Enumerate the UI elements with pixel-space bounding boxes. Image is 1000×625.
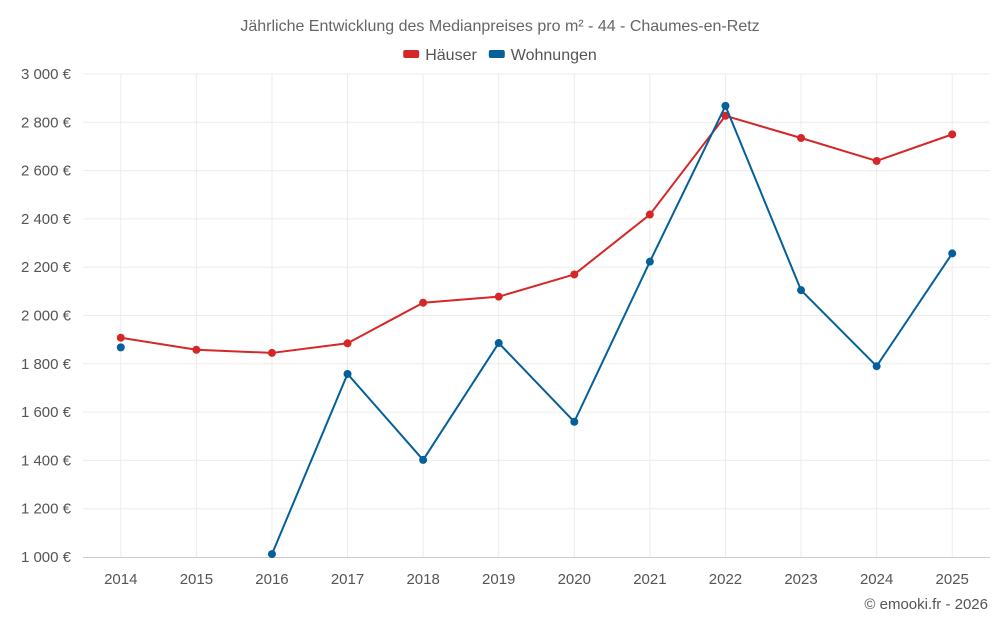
x-tick-label: 2018: [406, 571, 439, 588]
data-point[interactable]: [419, 455, 428, 464]
x-tick-label: 2016: [255, 571, 288, 588]
data-point[interactable]: [267, 550, 276, 559]
y-tick-label: 2 200 €: [21, 259, 72, 276]
series-häuser: [116, 111, 957, 357]
x-tick-label: 2021: [633, 571, 666, 588]
data-point[interactable]: [343, 339, 352, 348]
series-line: [120, 114, 953, 354]
data-point[interactable]: [721, 111, 730, 120]
y-tick-label: 2 600 €: [21, 163, 72, 180]
credit-text: © emooki.fr - 2026: [864, 596, 988, 613]
y-tick-label: 3 000 €: [21, 66, 72, 83]
y-tick-label: 1 800 €: [21, 356, 72, 373]
data-point[interactable]: [948, 130, 957, 139]
data-point[interactable]: [797, 286, 806, 295]
y-tick-label: 1 200 €: [21, 501, 72, 518]
data-point[interactable]: [116, 333, 125, 342]
data-point[interactable]: [494, 292, 503, 301]
data-point[interactable]: [872, 362, 881, 371]
data-point[interactable]: [192, 345, 201, 354]
x-tick-label: 2014: [104, 571, 137, 588]
x-tick-label: 2015: [180, 571, 213, 588]
y-tick-label: 1 000 €: [21, 549, 72, 566]
data-point[interactable]: [494, 339, 503, 348]
legend-swatch: [403, 50, 420, 58]
series-line: [271, 104, 954, 555]
data-point[interactable]: [948, 249, 957, 258]
data-point[interactable]: [343, 369, 352, 378]
y-tick-label: 2 000 €: [21, 308, 72, 325]
legend-label: Häuser: [425, 47, 477, 64]
x-tick-label: 2024: [860, 571, 893, 588]
y-tick-label: 2 800 €: [21, 114, 72, 131]
data-point[interactable]: [797, 133, 806, 142]
data-point[interactable]: [872, 156, 881, 165]
x-tick-label: 2020: [558, 571, 591, 588]
x-tick-label: 2019: [482, 571, 515, 588]
x-tick-label: 2022: [709, 571, 742, 588]
data-point[interactable]: [419, 298, 428, 307]
series-layer: [116, 101, 957, 559]
x-tick-label: 2023: [784, 571, 817, 588]
legend-item[interactable]: Häuser: [403, 47, 477, 64]
y-axis-ticks: 1 000 € 1 200 € 1 400 € 1 600 € 1 800 € 2 000…: [21, 66, 72, 566]
data-point[interactable]: [267, 348, 276, 357]
data-point[interactable]: [116, 343, 125, 352]
y-gridlines: [83, 73, 990, 510]
legend-label: Wohnungen: [511, 47, 597, 64]
chart-title: Jährliche Entwicklung des Medianpreises …: [240, 18, 759, 35]
data-point[interactable]: [645, 210, 654, 219]
legend-item[interactable]: Wohnungen: [488, 47, 597, 64]
y-tick-label: 1 400 €: [21, 452, 72, 469]
legend-swatch: [488, 50, 505, 58]
y-tick-label: 1 600 €: [21, 404, 72, 421]
x-tick-label: 2025: [936, 571, 969, 588]
x-gridlines: [120, 74, 953, 557]
y-tick-label: 2 400 €: [21, 211, 72, 228]
series-wohnungen: [116, 101, 957, 559]
data-point[interactable]: [570, 270, 579, 279]
x-tick-label: 2017: [331, 571, 364, 588]
data-point[interactable]: [570, 417, 579, 426]
data-point[interactable]: [721, 101, 730, 110]
legend: Häuser Wohnungen: [403, 47, 597, 64]
data-point[interactable]: [645, 257, 654, 266]
x-axis-ticks: 2014 2015 2016 2017 2018 2019 2020 2021 2022 2023…: [104, 571, 969, 588]
